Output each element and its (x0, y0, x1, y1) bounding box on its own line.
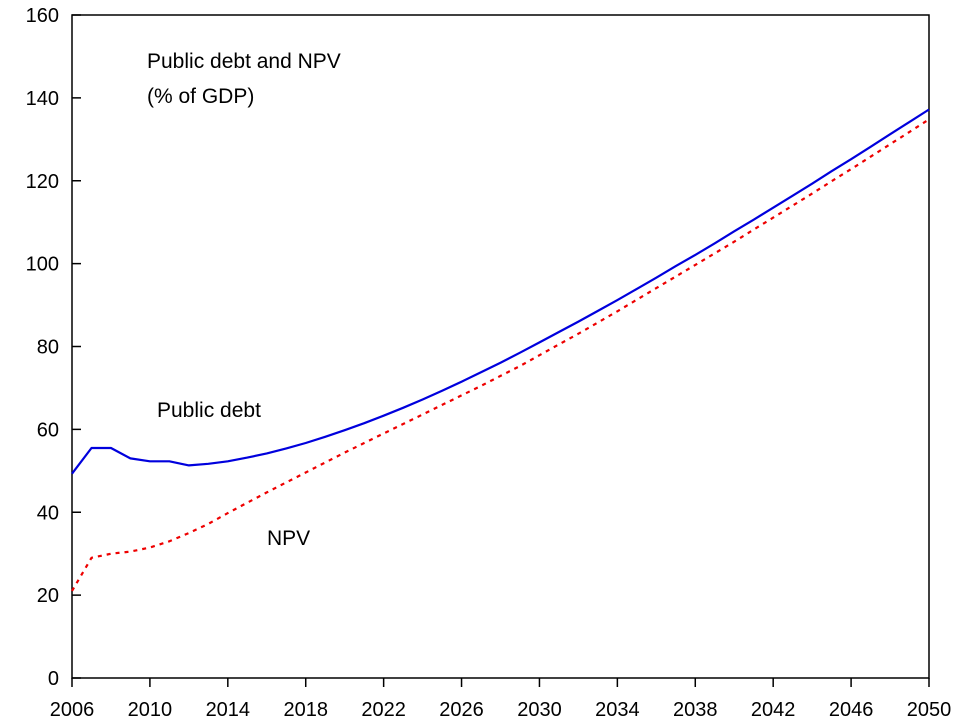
x-tick-label: 2010 (128, 699, 173, 721)
x-tick-label: 2030 (517, 699, 562, 721)
y-tick-label: 100 (26, 254, 59, 276)
series-label-public-debt: Public debt (157, 399, 261, 422)
x-tick-label: 2022 (361, 699, 406, 721)
chart-title-line-2: (% of GDP) (147, 85, 254, 108)
x-tick-label: 2046 (829, 699, 874, 721)
plot-area (71, 14, 930, 679)
chart-title-line-1: Public debt and NPV (147, 50, 341, 73)
y-tick-label: 60 (37, 419, 59, 441)
x-tick-label: 2050 (907, 699, 952, 721)
plot-border (71, 14, 930, 679)
x-tick-label: 2018 (283, 699, 328, 721)
y-tick-label: 160 (26, 5, 59, 27)
series-layer (71, 108, 930, 592)
y-tick-label: 20 (37, 585, 59, 607)
y-tick-label: 0 (48, 668, 59, 690)
x-tick-label: 2026 (439, 699, 484, 721)
x-axis: 2006 2010 2014 2018 2022 2026 2030 2034 2038 2042… (50, 678, 952, 721)
series-line-npv (71, 118, 930, 592)
y-tick-label: 40 (37, 502, 59, 524)
x-tick-label: 2006 (50, 699, 95, 721)
y-tick-label: 140 (26, 88, 59, 110)
series-line-public-debt (71, 108, 930, 475)
x-tick-label: 2034 (595, 699, 640, 721)
x-tick-label: 2038 (673, 699, 718, 721)
series-label-npv: NPV (267, 527, 310, 550)
y-tick-label: 120 (26, 171, 59, 193)
x-tick-label: 2042 (751, 699, 796, 721)
y-tick-label: 80 (37, 337, 59, 359)
x-tick-label: 2014 (206, 699, 251, 721)
y-axis: 0 20 40 60 80 100 120 140 160 (26, 5, 81, 690)
